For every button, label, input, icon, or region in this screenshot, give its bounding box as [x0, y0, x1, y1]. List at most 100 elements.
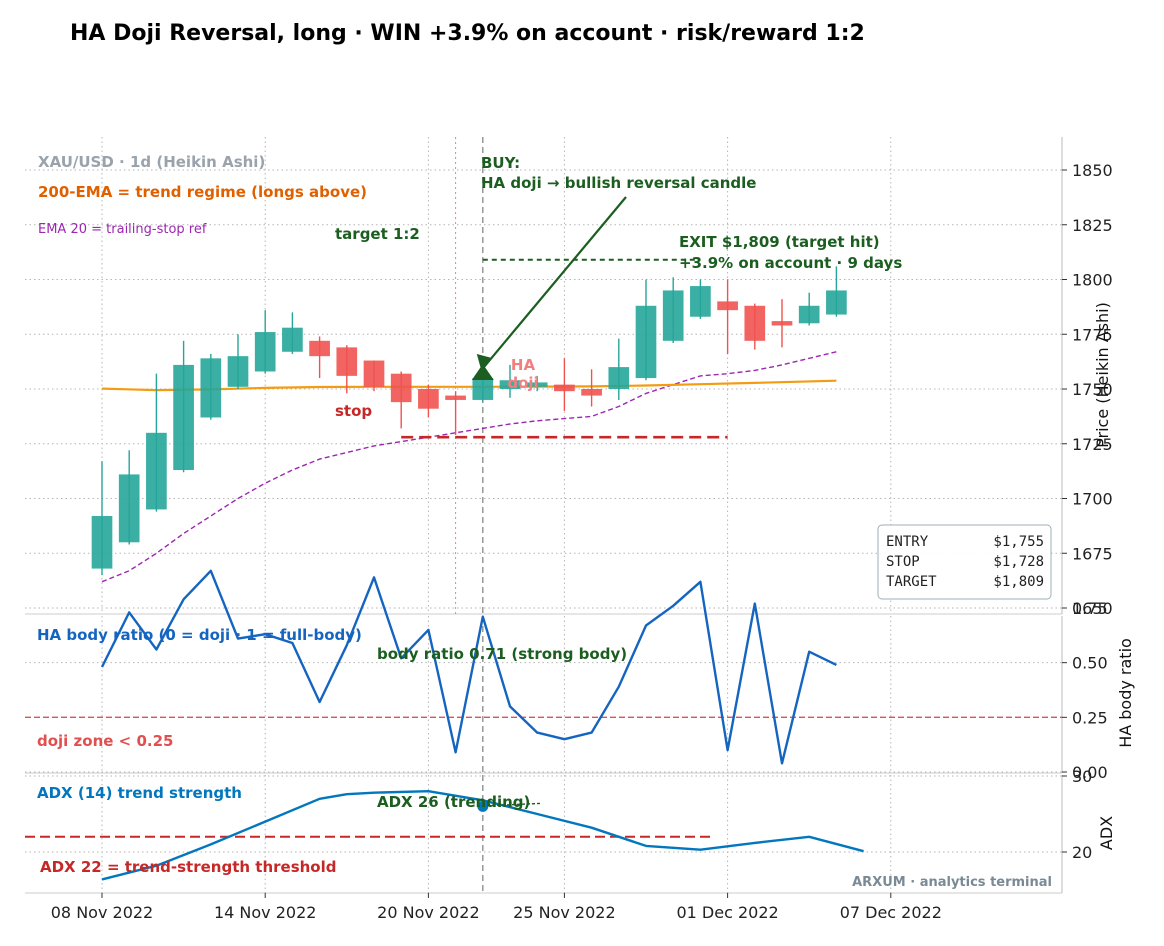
candle-body — [146, 432, 167, 510]
doji-zone-label: doji zone < 0.25 — [37, 732, 173, 750]
price-panel: XAU/USD · 1d (Heikin Ashi) 200-EMA = tre… — [38, 153, 1052, 600]
watermark: ARXUM · analytics terminal — [852, 875, 1052, 890]
candle — [336, 345, 358, 394]
adx-lines — [25, 790, 864, 881]
candle — [200, 353, 222, 420]
target-label: target 1:2 — [335, 225, 420, 243]
candle — [418, 384, 439, 418]
candle — [309, 336, 330, 379]
candle-body — [254, 332, 276, 372]
candle-body — [717, 301, 738, 311]
instrument-label: XAU/USD · 1d (Heikin Ashi) — [38, 153, 265, 171]
price-tick-label: 1775 — [1072, 325, 1113, 344]
adx-tick-label: 30 — [1072, 767, 1092, 786]
candle — [173, 340, 194, 473]
chart-title: HA Doji Reversal, long · WIN +3.9% on ac… — [70, 21, 865, 46]
candle — [91, 461, 113, 576]
candle — [363, 360, 385, 392]
price-tick-label: 1725 — [1072, 435, 1113, 454]
candle-body — [390, 373, 412, 403]
candle — [118, 450, 140, 545]
candle — [146, 373, 167, 512]
body-ratio-lines — [25, 569, 1062, 765]
candle-body — [662, 290, 684, 341]
buy-label-line1: BUY: — [481, 154, 520, 172]
body-ratio-series — [100, 569, 837, 765]
buy-label-line2: HA doji → bullish reversal candle — [481, 174, 756, 192]
stop-label: stop — [335, 402, 372, 420]
candle-body — [771, 321, 793, 326]
ema20-line — [101, 351, 837, 583]
adx-axis-label: ADX — [1097, 816, 1116, 850]
candle — [227, 334, 249, 389]
candle — [526, 375, 548, 392]
entry-triangle-marker — [471, 364, 494, 381]
candle-body — [826, 290, 847, 315]
body-ratio-panel: HA body ratio (0 = doji · 1 = full-body)… — [25, 569, 1062, 765]
candle — [771, 299, 793, 348]
candle — [662, 277, 684, 344]
candle-body — [418, 389, 439, 409]
candle — [635, 279, 657, 381]
info-target-label: TARGET — [886, 574, 937, 590]
candle — [282, 312, 303, 354]
candle-body — [499, 380, 521, 389]
doji-label-line2: doji — [507, 374, 538, 392]
candle — [690, 279, 711, 319]
ratio-tick-label: 0.50 — [1072, 654, 1108, 673]
x-tick-label: 25 Nov 2022 — [513, 903, 615, 922]
x-tick-label: 14 Nov 2022 — [214, 903, 316, 922]
price-tick-label: 1800 — [1072, 271, 1113, 290]
candle-body — [744, 305, 766, 341]
exit-label-line1: EXIT $1,809 (target hit) — [679, 233, 880, 251]
candle-body — [227, 356, 249, 387]
candles-group — [91, 266, 847, 576]
candle — [826, 266, 847, 317]
candle — [717, 279, 738, 354]
price-tick-label: 1700 — [1072, 490, 1113, 509]
price-axis-label: Price (Heikin Ashi) — [1093, 302, 1112, 448]
adx-threshold-label: ADX 22 = trend-strength threshold — [40, 858, 336, 876]
buy-arrow-head — [476, 354, 492, 373]
panel-frames — [25, 137, 1063, 894]
x-tick-label: 20 Nov 2022 — [377, 903, 479, 922]
candle-body — [690, 286, 711, 317]
candle-body — [91, 516, 113, 569]
info-stop-label: STOP — [886, 554, 920, 570]
body-ratio-entry-note: body ratio 0.71 (strong body) — [377, 645, 627, 663]
ema20-note: EMA 20 = trailing-stop ref — [38, 222, 207, 237]
candle — [798, 292, 820, 326]
adx-entry-note: ADX 26 (trending) — [377, 793, 530, 811]
body-ratio-axis-label: HA body ratio — [1116, 638, 1135, 748]
price-tick-label: 1825 — [1072, 216, 1113, 235]
candle — [581, 369, 602, 407]
candle — [390, 371, 412, 429]
x-tick-label: 01 Dec 2022 — [676, 903, 778, 922]
price-marks — [471, 196, 627, 381]
candle-body — [635, 305, 657, 379]
candle — [254, 310, 276, 374]
candle-body — [200, 358, 222, 418]
candle-body — [798, 305, 820, 324]
body-ratio-title: HA body ratio (0 = doji · 1 = full-body) — [37, 626, 362, 644]
info-stop-value: $1,728 — [993, 554, 1044, 570]
ratio-tick-label: 0.25 — [1072, 708, 1108, 727]
candle-body — [336, 347, 358, 376]
adx-tick-label: 20 — [1072, 843, 1092, 862]
ema200-note: 200-EMA = trend regime (longs above) — [38, 183, 367, 201]
price-tick-label: 1850 — [1072, 161, 1113, 180]
candle-body — [282, 327, 303, 352]
candle-body — [363, 360, 385, 387]
candle — [499, 364, 521, 398]
candle-body — [445, 395, 466, 400]
x-tick-label: 08 Nov 2022 — [51, 903, 153, 922]
grid-lines — [25, 137, 1062, 893]
candle — [554, 358, 575, 411]
ratio-tick-label: 0.00 — [1072, 763, 1108, 782]
adx-title: ADX (14) trend strength — [37, 784, 242, 802]
candle-body — [581, 389, 602, 396]
x-tick-label: 07 Dec 2022 — [840, 903, 942, 922]
adx-series — [101, 790, 864, 881]
doji-label-line1: HA — [511, 356, 536, 374]
